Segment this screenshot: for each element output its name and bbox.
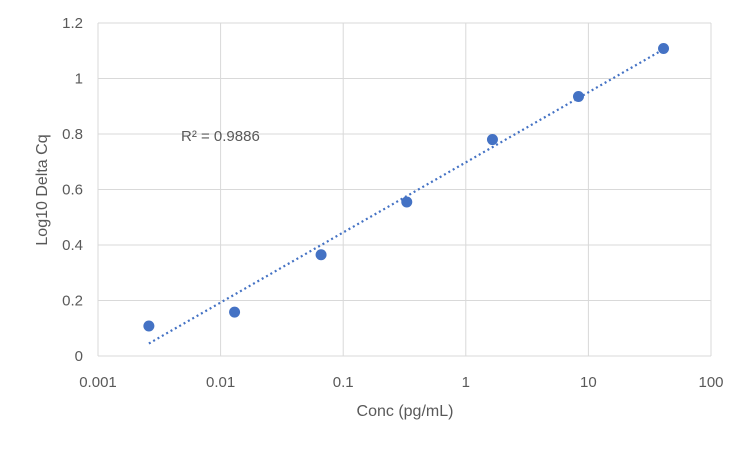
x-tick-label: 0.001 bbox=[79, 374, 117, 391]
y-tick-label: 0.4 bbox=[62, 237, 83, 254]
x-tick-label: 0.1 bbox=[333, 374, 354, 391]
y-tick-label: 1.2 bbox=[62, 15, 83, 32]
data-point bbox=[401, 196, 412, 207]
trendline bbox=[149, 49, 664, 343]
data-point bbox=[573, 91, 584, 102]
x-axis-label: Conc (pg/mL) bbox=[357, 403, 454, 420]
x-tick-label: 1 bbox=[462, 374, 470, 391]
y-tick-label: 0.6 bbox=[62, 182, 83, 199]
data-point bbox=[229, 307, 240, 318]
y-tick-label: 0.8 bbox=[62, 126, 83, 143]
y-axis-label: Log10 Delta Cq bbox=[34, 134, 51, 245]
x-tick-label: 0.01 bbox=[206, 374, 235, 391]
data-point bbox=[658, 43, 669, 54]
data-point bbox=[487, 134, 498, 145]
data-point bbox=[143, 321, 154, 332]
x-tick-label: 10 bbox=[580, 374, 597, 391]
y-tick-labels: 0 0.2 0.4 0.6 0.8 1 1.2 bbox=[62, 15, 83, 365]
data-point bbox=[316, 249, 327, 260]
x-tick-label: 100 bbox=[698, 374, 723, 391]
y-tick-label: 1 bbox=[75, 71, 83, 88]
x-tick-labels: 0.001 0.01 0.1 1 10 100 bbox=[79, 374, 723, 391]
grid-lines bbox=[98, 23, 711, 356]
r-squared-annotation: R² = 0.9886 bbox=[181, 128, 260, 145]
trendline-group bbox=[149, 49, 664, 343]
y-tick-label: 0.2 bbox=[62, 293, 83, 310]
y-tick-label: 0 bbox=[75, 348, 83, 365]
data-points bbox=[143, 43, 669, 332]
